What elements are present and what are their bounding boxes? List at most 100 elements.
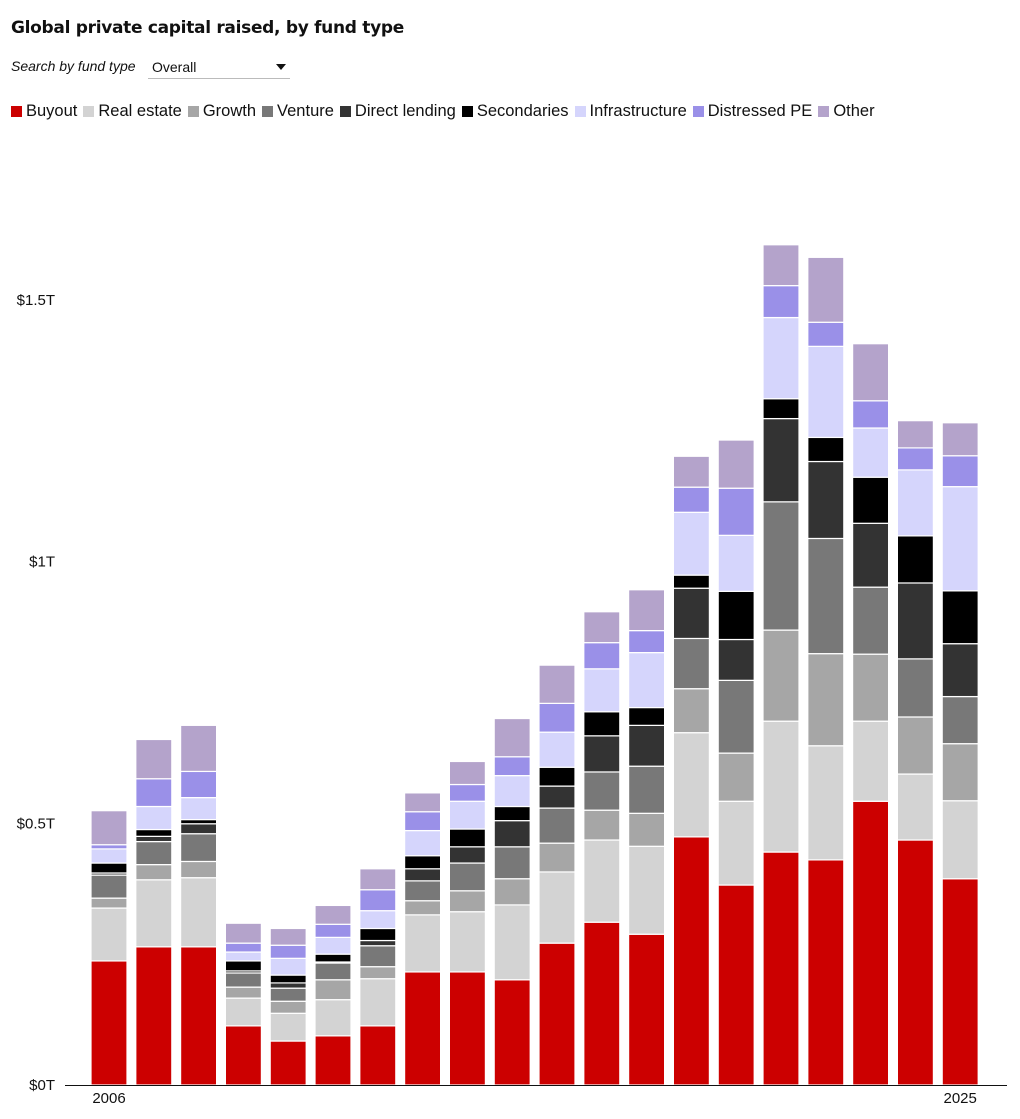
bar-segment-real-estate-2014[interactable]	[448, 911, 486, 973]
bar-segment-direct-lending-2021[interactable]	[762, 417, 800, 503]
bar-segment-secondaries-2009[interactable]	[224, 960, 262, 972]
bar-segment-secondaries-2008[interactable]	[180, 818, 218, 825]
bar-segment-buyout-2014[interactable]	[448, 971, 486, 1086]
bar-segment-venture-2020[interactable]	[717, 679, 755, 754]
bar-segment-other-2007[interactable]	[135, 738, 173, 780]
bar-segment-real-estate-2009[interactable]	[224, 997, 262, 1027]
bar-segment-venture-2018[interactable]	[627, 765, 666, 814]
bar-segment-growth-2024[interactable]	[896, 716, 935, 775]
bar-segment-real-estate-2017[interactable]	[583, 839, 621, 923]
bar-segment-secondaries-2022[interactable]	[807, 436, 845, 463]
bar-segment-real-estate-2011[interactable]	[314, 999, 352, 1037]
bar-segment-distressed-pe-2022[interactable]	[807, 321, 845, 347]
bar-segment-real-estate-2025[interactable]	[941, 800, 979, 880]
bar-segment-direct-lending-2018[interactable]	[627, 724, 666, 767]
bar-segment-real-estate-2023[interactable]	[851, 720, 890, 802]
bar-segment-direct-lending-2020[interactable]	[717, 638, 755, 681]
bar-segment-infrastructure-2012[interactable]	[359, 910, 397, 930]
bar-segment-secondaries-2007[interactable]	[135, 828, 173, 837]
bar-segment-distressed-pe-2014[interactable]	[448, 783, 486, 802]
bar-segment-growth-2018[interactable]	[627, 812, 666, 847]
bar-segment-other-2025[interactable]	[941, 422, 979, 457]
bar-segment-other-2016[interactable]	[538, 664, 576, 704]
bar-segment-secondaries-2016[interactable]	[538, 766, 576, 787]
legend-item-buyout[interactable]: Buyout	[11, 102, 77, 121]
bar-segment-growth-2025[interactable]	[941, 743, 979, 802]
bar-segment-venture-2017[interactable]	[583, 771, 621, 811]
bar-segment-distressed-pe-2020[interactable]	[717, 487, 755, 536]
bar-segment-infrastructure-2007[interactable]	[135, 805, 173, 831]
bar-segment-venture-2013[interactable]	[404, 880, 442, 902]
bar-segment-venture-2019[interactable]	[672, 637, 711, 690]
bar-segment-growth-2023[interactable]	[851, 653, 890, 722]
bar-segment-real-estate-2016[interactable]	[538, 871, 576, 944]
bar-segment-real-estate-2010[interactable]	[269, 1012, 307, 1042]
bar-segment-venture-2014[interactable]	[448, 862, 486, 892]
bar-segment-direct-lending-2012[interactable]	[359, 939, 397, 947]
bar-segment-real-estate-2020[interactable]	[717, 800, 755, 886]
bar-segment-other-2022[interactable]	[807, 256, 845, 323]
bar-segment-infrastructure-2019[interactable]	[672, 511, 711, 576]
bar-segment-other-2014[interactable]	[448, 760, 486, 786]
bar-segment-real-estate-2015[interactable]	[493, 904, 531, 981]
bar-segment-distressed-pe-2025[interactable]	[941, 455, 979, 488]
bar-segment-growth-2019[interactable]	[672, 688, 711, 734]
bar-segment-distressed-pe-2010[interactable]	[269, 944, 307, 959]
bar-segment-infrastructure-2018[interactable]	[627, 651, 666, 709]
bar-segment-secondaries-2015[interactable]	[493, 805, 531, 822]
bar-segment-growth-2012[interactable]	[359, 966, 397, 980]
bar-segment-distressed-pe-2021[interactable]	[762, 285, 800, 319]
bar-segment-distressed-pe-2024[interactable]	[896, 447, 935, 471]
bar-segment-other-2013[interactable]	[404, 792, 442, 813]
bar-segment-growth-2008[interactable]	[180, 860, 218, 879]
bar-segment-other-2015[interactable]	[493, 717, 531, 758]
bar-segment-other-2008[interactable]	[180, 724, 218, 773]
bar-segment-distressed-pe-2008[interactable]	[180, 770, 218, 799]
bar-segment-infrastructure-2009[interactable]	[224, 951, 262, 962]
bar-segment-direct-lending-2014[interactable]	[448, 846, 486, 864]
bar-segment-buyout-2007[interactable]	[135, 946, 173, 1086]
bar-segment-infrastructure-2022[interactable]	[807, 345, 845, 439]
bar-segment-infrastructure-2006[interactable]	[90, 848, 128, 864]
bar-segment-growth-2015[interactable]	[493, 878, 531, 906]
bar-segment-secondaries-2011[interactable]	[314, 953, 352, 963]
bar-segment-other-2011[interactable]	[314, 904, 352, 925]
bar-segment-buyout-2008[interactable]	[180, 946, 218, 1086]
bar-segment-real-estate-2006[interactable]	[90, 907, 128, 962]
bar-segment-buyout-2022[interactable]	[807, 859, 845, 1086]
bar-segment-infrastructure-2011[interactable]	[314, 936, 352, 955]
bar-segment-venture-2009[interactable]	[224, 972, 262, 988]
legend-item-infrastructure[interactable]: Infrastructure	[574, 102, 687, 121]
bar-segment-buyout-2006[interactable]	[90, 960, 128, 1086]
bar-segment-direct-lending-2010[interactable]	[269, 982, 307, 989]
bar-segment-buyout-2011[interactable]	[314, 1035, 352, 1086]
bar-segment-real-estate-2012[interactable]	[359, 978, 397, 1027]
bar-segment-buyout-2015[interactable]	[493, 979, 531, 1086]
bar-segment-secondaries-2006[interactable]	[90, 862, 128, 874]
bar-segment-real-estate-2024[interactable]	[896, 773, 935, 841]
bar-segment-buyout-2024[interactable]	[896, 839, 935, 1086]
bar-segment-venture-2023[interactable]	[851, 586, 890, 655]
bar-segment-secondaries-2020[interactable]	[717, 590, 755, 641]
bar-segment-infrastructure-2025[interactable]	[941, 486, 979, 592]
fund-type-select[interactable]: Overall	[148, 56, 290, 79]
bar-segment-venture-2022[interactable]	[807, 537, 845, 655]
bar-segment-other-2023[interactable]	[851, 343, 890, 402]
bar-segment-infrastructure-2015[interactable]	[493, 775, 531, 808]
bar-segment-distressed-pe-2023[interactable]	[851, 400, 890, 429]
bar-segment-secondaries-2012[interactable]	[359, 927, 397, 942]
bar-segment-buyout-2017[interactable]	[583, 921, 621, 1086]
bar-segment-buyout-2019[interactable]	[672, 836, 711, 1086]
bar-segment-secondaries-2010[interactable]	[269, 974, 307, 984]
bar-segment-infrastructure-2013[interactable]	[404, 829, 442, 857]
bar-segment-secondaries-2018[interactable]	[627, 706, 666, 726]
bar-segment-other-2012[interactable]	[359, 868, 397, 891]
bar-segment-other-2010[interactable]	[269, 927, 307, 946]
bar-segment-direct-lending-2007[interactable]	[135, 835, 173, 843]
bar-segment-real-estate-2021[interactable]	[762, 720, 800, 853]
legend-item-real-estate[interactable]: Real estate	[83, 102, 182, 121]
bar-segment-distressed-pe-2007[interactable]	[135, 778, 173, 808]
bar-segment-venture-2011[interactable]	[314, 962, 352, 981]
bar-segment-growth-2017[interactable]	[583, 809, 621, 841]
bar-segment-buyout-2018[interactable]	[627, 933, 666, 1086]
